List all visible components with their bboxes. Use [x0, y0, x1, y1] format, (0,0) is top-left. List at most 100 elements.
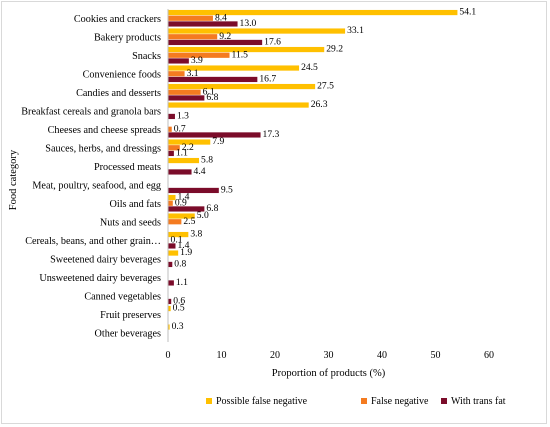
bar	[168, 213, 195, 219]
bar	[168, 15, 213, 21]
bar	[168, 206, 205, 212]
x-tick-label: 60	[484, 350, 494, 361]
category-label: Breakfast cereals and granola bars	[21, 106, 161, 117]
bar	[168, 95, 205, 101]
data-label: 24.5	[301, 62, 318, 73]
data-label: 0.8	[174, 259, 186, 270]
data-label: 3.9	[191, 55, 203, 66]
x-tick-label: 40	[377, 350, 387, 361]
bar	[168, 89, 201, 95]
x-axis-title: Proportion of products (%)	[272, 368, 386, 379]
data-label: 1.4	[177, 192, 189, 203]
legend-label: False negative	[371, 396, 429, 407]
bar	[168, 305, 171, 312]
data-label: 1.1	[176, 148, 188, 159]
bar	[168, 46, 325, 53]
category-label: Cookies and crackers	[74, 14, 161, 25]
bar	[168, 65, 300, 71]
data-label: 4.4	[194, 166, 206, 177]
legend-label: With trans fat	[451, 396, 506, 407]
category-label: Cereals, beans, and other grain…	[25, 236, 161, 247]
bar	[168, 150, 174, 157]
category-label: Candies and desserts	[76, 88, 161, 99]
bar	[168, 231, 189, 238]
category-label: Processed meats	[94, 162, 161, 173]
data-label: 7.9	[212, 136, 224, 147]
bar	[168, 113, 175, 120]
data-label: 1.1	[176, 277, 188, 288]
bar	[168, 187, 219, 194]
legend-label: Possible false negative	[216, 396, 308, 407]
category-label: Other beverages	[95, 328, 162, 339]
data-label: 1.9	[180, 247, 192, 258]
data-label: 33.1	[347, 25, 364, 36]
data-label: 0.9	[175, 197, 187, 208]
y-axis-title: Food category	[8, 149, 19, 210]
bar	[168, 157, 200, 164]
data-label: 3.1	[187, 68, 199, 79]
category-label: Sauces, herbs, and dressings	[45, 143, 161, 154]
bar	[168, 39, 263, 46]
bar	[168, 219, 182, 225]
data-label: 5.0	[197, 210, 209, 221]
category-label: Fruit preserves	[100, 310, 161, 321]
bar	[168, 126, 172, 132]
data-label: 1.3	[177, 111, 189, 122]
bar	[168, 28, 346, 34]
bar	[168, 194, 176, 201]
category-label: Convenience foods	[83, 69, 161, 80]
category-labels: Cookies and crackers Bakery products Snack…	[21, 14, 161, 340]
x-tick-label: 50	[431, 350, 441, 361]
legend-swatch	[206, 398, 212, 404]
x-tick-label: 30	[324, 350, 334, 361]
category-label: Oils and fats	[110, 199, 162, 210]
data-label: 17.6	[264, 37, 281, 48]
bar	[168, 21, 238, 27]
category-label: Cheeses and cheese spreads	[48, 125, 161, 136]
category-label: Bakery products	[94, 32, 161, 43]
category-label: Meat, poultry, seafood, and egg	[32, 180, 161, 191]
data-label: 0.3	[172, 321, 184, 332]
legend-swatch	[361, 398, 367, 404]
data-label: 16.7	[259, 74, 276, 85]
bar	[168, 145, 180, 151]
bar	[168, 76, 258, 83]
data-label: 11.5	[232, 49, 249, 60]
bar	[168, 169, 192, 175]
data-label: 2.2	[182, 142, 194, 153]
bar	[168, 261, 173, 268]
data-label: 27.5	[317, 81, 334, 92]
bar	[168, 200, 173, 206]
x-tick-label: 20	[270, 350, 280, 361]
bars-layer	[168, 9, 458, 330]
category-label: Unsweetened dairy beverages	[39, 273, 161, 284]
data-label: 9.5	[221, 185, 233, 196]
data-labels: 54.1 8.4 13.0 33.1 9.2 17.6 29.2 11.5 3.9 24.5 3.1…	[171, 7, 477, 332]
bar	[168, 132, 261, 138]
data-label: 5.8	[201, 155, 213, 166]
data-label: 3.8	[190, 229, 202, 240]
x-tick-label: 10	[217, 350, 227, 361]
category-label: Canned vegetables	[84, 291, 161, 302]
data-label: 6.1	[203, 86, 215, 97]
x-tick-label: 0	[166, 350, 171, 361]
data-label: 6.8	[206, 203, 218, 214]
data-label: 2.5	[183, 216, 195, 227]
bar	[168, 83, 316, 90]
bar	[168, 139, 211, 145]
data-label: 54.1	[459, 7, 476, 18]
data-label: 0.5	[173, 303, 185, 314]
bar	[168, 102, 309, 108]
bar	[168, 280, 174, 286]
legend: Possible false negative False negative Wit…	[206, 396, 506, 407]
data-label: 8.4	[215, 12, 227, 23]
x-tick-labels: 0 10 20 30 40 50 60	[166, 350, 495, 361]
category-label: Sweetened dairy beverages	[50, 254, 161, 265]
category-label: Snacks	[132, 51, 161, 62]
bar	[168, 298, 172, 305]
data-label: 9.2	[219, 31, 231, 42]
bar	[168, 52, 230, 58]
bar	[168, 34, 218, 40]
